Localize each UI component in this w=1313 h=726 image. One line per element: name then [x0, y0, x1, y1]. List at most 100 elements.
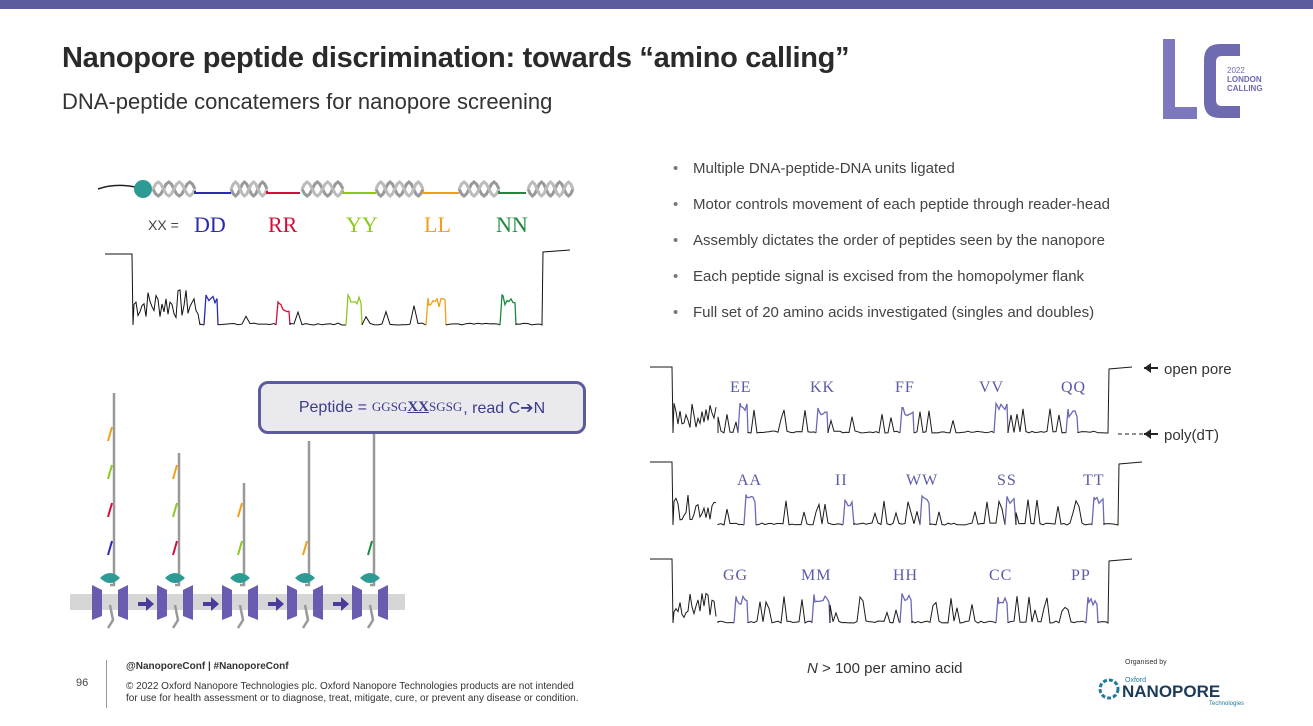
- polydt-arrowhead-icon: [1144, 429, 1151, 439]
- peptide-linker: [422, 191, 459, 194]
- trace-baseline-segment: [913, 410, 995, 434]
- trace-peptide-segment: [1085, 596, 1099, 624]
- trace-peptide-segment: [919, 494, 931, 526]
- trace-label-ww: WW: [906, 472, 939, 489]
- trace-end-segment: [1103, 461, 1143, 526]
- dna-helix-segment: [374, 179, 425, 199]
- trace-peptide-segment: [275, 300, 291, 326]
- trace-baseline-segment: [717, 508, 745, 526]
- trace-label-aa: AA: [737, 472, 763, 489]
- trace-baseline-segment: [755, 500, 844, 526]
- pore-translocation-illustration: [70, 393, 405, 629]
- progress-arrow-icon: [203, 597, 219, 611]
- trace-peptide-segment: [1065, 408, 1079, 434]
- bullet-item: • Each peptide signal is excised from the…: [673, 268, 1085, 285]
- peptide-label-dd: DD: [194, 212, 226, 237]
- dna-helix-segment: [526, 179, 575, 199]
- trace-label-ss: SS: [997, 472, 1017, 489]
- trace-baseline-segment: [717, 620, 735, 624]
- polydt-label: poly(dT): [1164, 427, 1220, 444]
- trace-end-segment: [1077, 366, 1133, 434]
- dna-leader: [97, 184, 136, 190]
- trace-baseline-segment: [827, 414, 901, 434]
- dna-helix-segment: [229, 179, 269, 199]
- organised-by-label: Organised by: [1125, 659, 1167, 666]
- trace-baseline-segment: [929, 499, 1006, 526]
- trace-peptide-segment: [899, 407, 915, 434]
- oxford-nanopore-logo: Oxford NANOPORE Technologies: [1098, 677, 1244, 707]
- trace-peptide-segment: [733, 594, 749, 624]
- peptide-linker: [498, 191, 526, 194]
- bullet-item: • Assembly dictates the order of peptides…: [673, 232, 1105, 249]
- trace-baseline-segment: [217, 315, 277, 326]
- pore-unit: [92, 393, 128, 629]
- trace-label-qq: QQ: [1061, 379, 1087, 396]
- ont-logo-oxford: Oxford: [1125, 677, 1146, 684]
- pore-unit: [222, 483, 258, 629]
- trace-peptide-segment: [425, 297, 447, 326]
- pore-unit: [157, 453, 193, 629]
- page-number: 96: [76, 677, 89, 689]
- trace-peptide-segment: [899, 593, 913, 624]
- pore-unit: [287, 441, 323, 629]
- sample-size-note: N > 100 per amino acid: [807, 660, 963, 677]
- copyright-notice: © 2022 Oxford Nanopore Technologies plc.…: [126, 681, 579, 704]
- motor-protein-icon: [134, 180, 152, 198]
- trace-label-cc: CC: [989, 567, 1013, 584]
- bullet-item: • Motor controls movement of each peptide…: [673, 196, 1110, 213]
- concatemer-diagram: [97, 179, 575, 199]
- bullet-list: • Multiple DNA-peptide-DNA units ligated …: [673, 160, 1110, 340]
- trace-baseline-segment: [747, 409, 817, 434]
- trace-baseline-segment: [911, 598, 997, 624]
- trace-baseline-segment: [361, 305, 427, 326]
- trace-label-mm: MM: [801, 567, 832, 584]
- trace-baseline-segment: [289, 310, 346, 326]
- trace-peptide-segment: [811, 594, 831, 624]
- ont-logo-nanopore: NANOPORE: [1122, 682, 1220, 701]
- trace-label-tt: TT: [1083, 472, 1105, 489]
- trace-label-hh: HH: [893, 567, 919, 584]
- peptide-linker: [342, 191, 376, 194]
- trace-label-ii: II: [835, 472, 848, 489]
- trace-end-segment: [1097, 558, 1133, 624]
- trace-baseline-segment: [717, 414, 739, 434]
- bullet-item: • Full set of 20 amino acids investigated…: [673, 304, 1095, 321]
- trace-label-kk: KK: [810, 379, 836, 396]
- slide-title: Nanopore peptide discrimination: towards…: [62, 42, 850, 74]
- london-calling-text: 2022 LONDON CALLING: [1227, 66, 1263, 93]
- trace-peptide-segment: [842, 499, 855, 526]
- trace-baseline-segment: [1007, 596, 1087, 624]
- trace-peptide-segment: [743, 494, 757, 526]
- peptide-label-ll: LL: [424, 212, 451, 237]
- trace-label-gg: GG: [723, 567, 749, 584]
- trace-label-pp: PP: [1071, 567, 1091, 584]
- progress-arrow-icon: [333, 597, 349, 611]
- dna-helix-segment: [300, 180, 345, 198]
- trace-peptide-segment: [1004, 496, 1017, 526]
- trace-peptide-segment: [203, 294, 219, 326]
- trace-peptide-segment: [345, 293, 363, 326]
- concatemer-current-trace: [105, 249, 571, 326]
- open-pore-arrowhead-icon: [1144, 363, 1151, 373]
- peptide-label-nn: NN: [496, 212, 528, 237]
- progress-arrow-icon: [138, 597, 154, 611]
- footer-divider: [106, 660, 107, 708]
- trace-baseline-segment: [747, 596, 813, 624]
- slide-subtitle: DNA-peptide concatemers for nanopore scr…: [62, 89, 553, 114]
- trace-peptide-segment: [993, 401, 1009, 434]
- dna-helix-segment: [151, 180, 197, 198]
- trace-noise-segment: [650, 558, 717, 624]
- peptide-label-rr: RR: [268, 212, 298, 237]
- trace-baseline-segment: [853, 500, 921, 526]
- trace-peptide-segment: [1091, 496, 1105, 526]
- trace-noise-segment: [105, 253, 201, 326]
- peptide-definition-box: Peptide = GGSGXXSGSG , read C➔N: [258, 381, 586, 434]
- bullet-item: • Multiple DNA-peptide-DNA units ligated: [673, 160, 955, 177]
- trace-peptide-segment: [499, 293, 517, 326]
- trace-label-vv: VV: [979, 379, 1005, 396]
- xx-prefix: XX =: [148, 217, 179, 233]
- top-accent-bar: [0, 0, 1313, 9]
- peptide-label-yy: YY: [346, 212, 378, 237]
- peptide-linker: [194, 191, 231, 194]
- trace-peptide-segment: [737, 402, 749, 434]
